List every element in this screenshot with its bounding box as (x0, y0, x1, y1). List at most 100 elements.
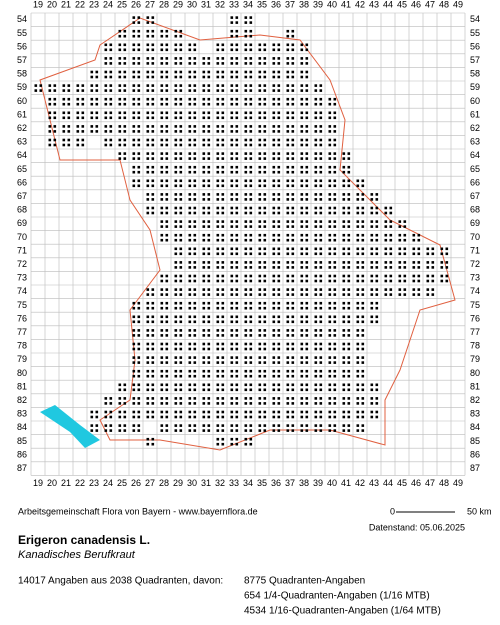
y-label: 71 (470, 245, 480, 255)
occurrence-dot (151, 57, 155, 60)
occurrence-dot (286, 75, 290, 79)
occurrence-dot (188, 397, 192, 400)
y-label: 54 (470, 14, 480, 24)
occurrence-dot (342, 410, 346, 414)
occurrence-dot (174, 279, 178, 283)
y-label: 65 (470, 164, 480, 174)
occurrence-dot (412, 233, 416, 237)
occurrence-dot (48, 84, 52, 87)
occurrence-dot (244, 334, 248, 337)
occurrence-dot (244, 383, 248, 387)
occurrence-dot (305, 184, 309, 188)
occurrence-dot (305, 143, 309, 147)
occurrence-dot (193, 342, 197, 346)
occurrence-dot (95, 130, 99, 133)
occurrence-dot (235, 369, 239, 373)
occurrence-dot (375, 293, 379, 296)
occurrence-dot (221, 437, 225, 441)
occurrence-dot (286, 361, 290, 364)
occurrence-dot (333, 293, 337, 296)
occurrence-dot (179, 43, 183, 47)
occurrence-dot (347, 402, 351, 405)
occurrence-dot (272, 184, 276, 188)
occurrence-dot (202, 306, 206, 310)
occurrence-dot (314, 252, 318, 256)
occurrence-dot (347, 306, 351, 310)
occurrence-dot (291, 279, 295, 283)
occurrence-dot (235, 261, 239, 264)
occurrence-dot (151, 301, 155, 305)
occurrence-dot (207, 225, 211, 228)
occurrence-dot (132, 43, 136, 47)
occurrence-dot (370, 274, 374, 278)
occurrence-dot (207, 165, 211, 169)
occurrence-dot (109, 102, 113, 106)
occurrence-dot (277, 152, 281, 155)
occurrence-dot (319, 347, 323, 351)
occurrence-dot (263, 301, 267, 305)
occurrence-dot (53, 97, 57, 101)
occurrence-dot (258, 247, 262, 251)
occurrence-dot (300, 402, 304, 405)
x-label: 27 (145, 478, 155, 488)
occurrence-dot (300, 301, 304, 305)
occurrence-dot (291, 165, 295, 169)
x-label: 21 (61, 478, 71, 488)
occurrence-dot (193, 306, 197, 310)
occurrence-dot (258, 193, 262, 196)
occurrence-dot (146, 84, 150, 87)
occurrence-dot (291, 193, 295, 196)
occurrence-dot (370, 397, 374, 400)
occurrence-dot (165, 198, 169, 201)
occurrence-dot (179, 170, 183, 174)
occurrence-dot (319, 157, 323, 160)
occurrence-dot (249, 288, 253, 291)
occurrence-dot (305, 266, 309, 269)
occurrence-dot (277, 233, 281, 237)
occurrence-dot (361, 211, 365, 215)
occurrence-dot (258, 157, 262, 160)
occurrence-dot (151, 152, 155, 155)
occurrence-dot (277, 89, 281, 92)
occurrence-dot (207, 211, 211, 215)
occurrence-dot (249, 279, 253, 283)
occurrence-dot (319, 89, 323, 92)
occurrence-dot (272, 410, 276, 414)
occurrence-dot (137, 57, 141, 60)
occurrence-dot (244, 437, 248, 441)
occurrence-dot (160, 170, 164, 174)
occurrence-dot (286, 369, 290, 373)
occurrence-dot (314, 157, 318, 160)
occurrence-dot (165, 402, 169, 405)
occurrence-dot (165, 75, 169, 79)
occurrence-dot (370, 402, 374, 405)
occurrence-dot (95, 415, 99, 419)
occurrence-dot (258, 293, 262, 296)
occurrence-dot (202, 397, 206, 400)
occurrence-dot (235, 143, 239, 147)
x-label: 45 (397, 478, 407, 488)
occurrence-dot (151, 179, 155, 183)
occurrence-dot (123, 429, 127, 432)
occurrence-dot (151, 165, 155, 169)
occurrence-dot (221, 261, 225, 264)
occurrence-dot (263, 70, 267, 74)
occurrence-dot (216, 334, 220, 337)
occurrence-dot (263, 261, 267, 264)
occurrence-dot (221, 315, 225, 319)
occurrence-dot (118, 157, 122, 160)
occurrence-dot (188, 170, 192, 174)
occurrence-dot (146, 102, 150, 106)
occurrence-dot (160, 315, 164, 319)
occurrence-dot (235, 247, 239, 251)
occurrence-dot (146, 397, 150, 400)
occurrence-dot (272, 220, 276, 223)
occurrence-dot (165, 220, 169, 223)
occurrence-dot (165, 48, 169, 52)
occurrence-dot (291, 116, 295, 120)
occurrence-dot (90, 111, 94, 115)
occurrence-dot (258, 429, 262, 432)
occurrence-dot (151, 415, 155, 419)
occurrence-dot (188, 383, 192, 387)
occurrence-dot (81, 89, 85, 92)
